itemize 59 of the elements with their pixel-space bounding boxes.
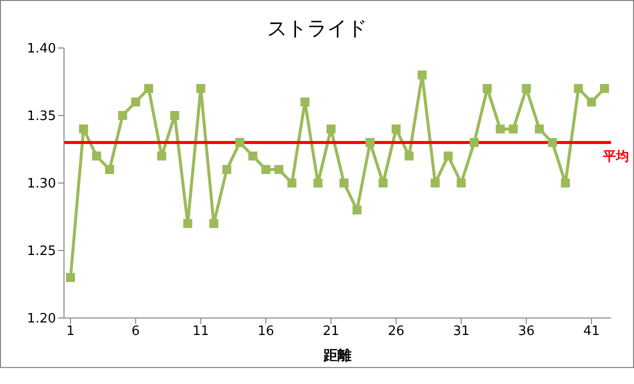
point xyxy=(456,178,466,188)
point xyxy=(144,84,154,93)
x-axis-title: 距離 xyxy=(322,348,352,364)
point xyxy=(404,152,414,160)
point xyxy=(157,152,166,160)
point xyxy=(470,138,479,147)
x-tick-label: 41 xyxy=(583,324,600,340)
point xyxy=(313,178,322,188)
point xyxy=(444,152,453,160)
point xyxy=(300,98,310,106)
x-tick-label: 31 xyxy=(452,324,470,340)
point xyxy=(418,70,427,80)
point xyxy=(66,273,76,282)
point xyxy=(548,138,557,147)
x-tick-label: 11 xyxy=(192,324,210,340)
point xyxy=(248,152,258,160)
point xyxy=(209,219,218,228)
point xyxy=(235,138,244,147)
point xyxy=(508,124,518,134)
point xyxy=(274,165,284,174)
point xyxy=(392,124,401,134)
point xyxy=(340,178,349,188)
point xyxy=(496,124,505,134)
point xyxy=(378,178,388,188)
point xyxy=(222,165,232,174)
point xyxy=(287,178,296,188)
chart-title: ストライド xyxy=(266,15,368,42)
point xyxy=(586,98,596,106)
y-tick-label: 1.20 xyxy=(27,312,56,327)
x-tick-label: 36 xyxy=(518,324,535,340)
point xyxy=(326,124,336,134)
point xyxy=(118,111,128,120)
point xyxy=(522,84,531,93)
x-tick-label: 16 xyxy=(258,324,274,340)
x-tick-label: 1 xyxy=(66,324,75,340)
y-tick-label: 1.40 xyxy=(27,42,56,57)
point xyxy=(105,165,114,174)
point xyxy=(352,206,362,214)
y-tick-label: 1.35 xyxy=(27,109,56,124)
x-tick-label: 6 xyxy=(131,324,140,340)
point xyxy=(131,98,140,106)
point xyxy=(482,84,492,93)
point xyxy=(560,178,570,188)
point xyxy=(183,219,192,228)
point xyxy=(170,111,180,120)
y-tick-label: 1.30 xyxy=(27,176,56,192)
ref-line-label: 平均 xyxy=(602,150,629,164)
point xyxy=(92,152,102,160)
point xyxy=(79,124,88,134)
point xyxy=(261,165,270,174)
point xyxy=(366,138,375,147)
point xyxy=(534,124,544,134)
x-tick-label: 21 xyxy=(322,324,340,340)
point xyxy=(430,178,440,188)
point xyxy=(196,84,206,93)
point xyxy=(600,84,609,93)
x-tick-label: 26 xyxy=(388,324,404,340)
y-tick-label: 1.25 xyxy=(27,244,56,260)
point xyxy=(574,84,583,93)
